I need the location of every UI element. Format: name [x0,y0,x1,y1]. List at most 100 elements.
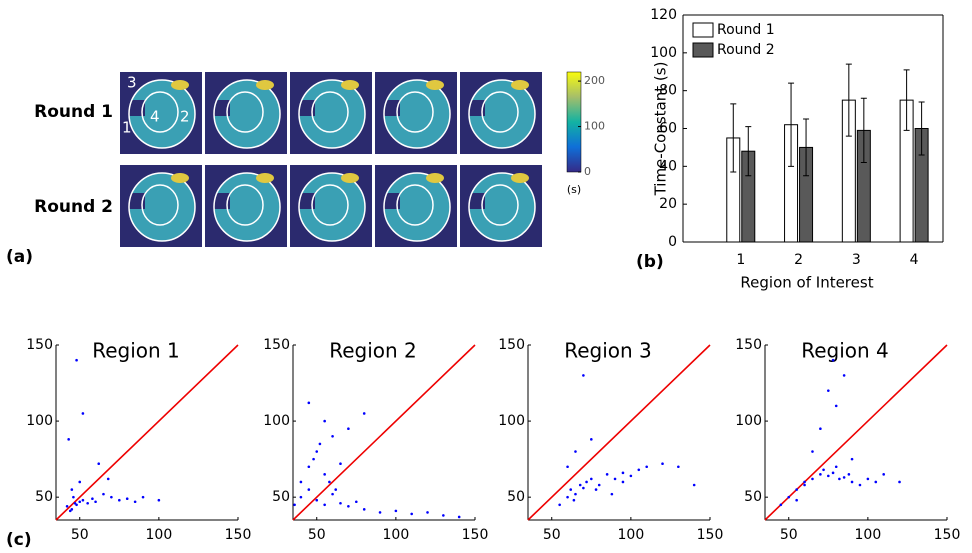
scatter-point [780,503,783,506]
scatter-point [82,412,85,415]
colorbar-tick-label: 0 [584,165,591,178]
scatter-point [300,496,303,499]
scatter-point [569,488,572,491]
hotspot [426,173,444,183]
scatter-point [811,450,814,453]
scatter-point [811,478,814,481]
y-tick-label: 100 [650,45,677,61]
scatter-point [585,481,588,484]
scatter-point [874,481,877,484]
scatter-point [323,503,326,506]
x-tick-label: 100 [618,527,645,543]
hotspot [426,80,444,90]
hotspot [171,173,189,183]
x-tick-label: 50 [308,527,326,543]
scatter-point [822,468,825,471]
scatter-point [835,405,838,408]
scatter-point [611,493,614,496]
scatter-point [693,484,696,487]
row-label: Round 2 [34,197,113,217]
scatter-point [158,499,161,502]
scatter-point [110,496,113,499]
scatter-point [102,493,105,496]
colorbar-tick-label: 100 [584,120,605,133]
x-tick-label: 4 [910,252,919,268]
panel-label: (c) [6,530,32,550]
y-tick-label: 150 [498,337,525,353]
scatter-point [142,496,145,499]
scatter-point [574,450,577,453]
scatter-point [622,481,625,484]
scatter-point [315,450,318,453]
hotspot [341,173,359,183]
chart-title: Region 1 [92,339,180,363]
region-label: 4 [150,108,160,126]
hotspot [256,173,274,183]
scatter-point [566,465,569,468]
scatter-point [838,478,841,481]
x-tick-label: 150 [934,527,961,543]
scatter-point [882,473,885,476]
scatter-point [308,465,311,468]
scatter-point [851,458,854,461]
hotspot [341,80,359,90]
identity-line [56,345,238,520]
scatter-point [312,458,315,461]
scatter-point [579,484,582,487]
scatter-point [75,359,78,362]
scatter-point [637,468,640,471]
scatter-point [363,508,366,511]
identity-line [765,345,947,520]
scatter-point [827,389,830,392]
y-tick-label: 150 [26,337,53,353]
y-tick-label: 0 [668,234,677,250]
figure: (a) Round 1 Round 2 3 1 4 2 (s) 01002000… [0,0,972,553]
scatter-point [851,481,854,484]
region-label: 2 [180,108,190,126]
x-tick-label: 50 [780,527,798,543]
scatter-point [94,500,97,503]
scatter-point [803,484,806,487]
scatter-point [606,473,609,476]
legend-swatch [693,43,713,57]
scatter-point [832,472,835,475]
scatter-point [75,503,78,506]
scatter-point [832,359,835,362]
x-tick-label: 150 [225,527,252,543]
scatter-point [843,476,846,479]
chart-title: Region 3 [564,339,652,363]
scatter-point [848,473,851,476]
scatter-point [458,516,461,519]
scatter-point [843,374,846,377]
scatter-point [86,502,89,505]
scatter-point [347,505,350,508]
scatter-point [803,481,806,484]
scatter-point [835,465,838,468]
scatter-point [134,500,137,503]
x-tick-label: 100 [383,527,410,543]
scatter-point [71,488,74,491]
scatter-point [126,497,129,500]
scatter-point [582,374,585,377]
scatter-point [72,496,75,499]
x-tick-label: 1 [736,252,745,268]
scatter-point [308,488,311,491]
scatter-point [347,427,350,430]
scatter-point [331,435,334,438]
scatter-point [566,496,569,499]
identity-line [528,345,710,520]
scatter-point [339,462,342,465]
scatter-point [598,484,601,487]
x-tick-label: 150 [462,527,489,543]
hotspot [256,80,274,90]
scatter-point [339,502,342,505]
scatter-point [622,472,625,475]
legend-label: Round 1 [717,22,775,38]
y-tick-label: 100 [735,413,762,429]
scatter-point [67,438,70,441]
scatter-point [363,412,366,415]
scatter-point [574,493,577,496]
scatter-point [426,511,429,514]
scatter-point [595,488,598,491]
colorbar [567,72,581,172]
